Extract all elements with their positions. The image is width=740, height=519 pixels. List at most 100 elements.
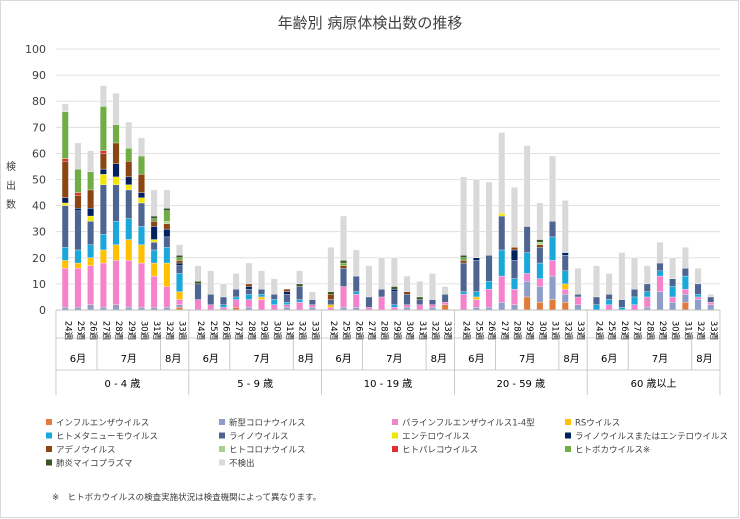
bar-segment [100,184,107,235]
week-label: 31週 [284,321,294,341]
bar-segment [561,255,569,272]
legend-swatch [392,419,398,425]
week-label: 25週 [208,321,218,341]
bar-segment [283,294,291,303]
bar-segment [561,294,569,303]
bar-segment [669,302,677,311]
bar-segment [378,257,386,290]
week-label: 25週 [606,321,616,341]
bar-segment [61,268,69,308]
bar-segment [682,294,689,303]
age-group-label: 0 - 4 歳 [104,378,140,390]
bar-segment [682,275,689,290]
week-label: 32週 [695,321,705,341]
bar-segment [112,304,120,311]
y-tick-label: 30 [32,226,46,239]
week-label: 32週 [164,321,174,341]
week-label: 28週 [511,321,521,341]
bar-segment [194,283,202,300]
bar-segment [390,291,398,305]
week-label: 28週 [113,321,123,341]
bar-segment [523,281,531,298]
bar-segment [536,278,544,287]
week-label: 27週 [100,321,110,341]
bar-segment [125,189,133,219]
bar-segment [74,249,82,264]
month-label: 6月 [468,353,484,365]
bar-segment [258,294,265,298]
bar-segment [296,283,304,287]
legend-label: パラインフルエンザウイルス1-4型 [402,419,535,429]
bar-segment [283,302,291,305]
y-tick-label: 70 [32,121,46,134]
legend-swatch [46,419,52,425]
bar-segment [682,302,689,311]
age-group-label: 5 - 9 歳 [237,378,273,390]
bar-segment [511,278,518,290]
chart-title: 年齢別 病原体検出数の推移 [278,14,463,32]
bar-segment [270,294,278,300]
bar-segment [574,294,582,298]
bar-segment [138,174,145,193]
bar-segment [403,275,411,292]
week-label: 31週 [151,321,161,341]
bar-segment [308,304,316,308]
y-tick-label: 60 [32,147,46,160]
bar-segment [631,304,638,311]
bar-segment [511,260,518,279]
bar-segment [416,299,424,305]
bar-segment [112,93,120,125]
bar-segment [340,215,347,261]
bar-segment [416,281,424,298]
bar-segment [125,239,133,261]
bar-segment [245,294,253,300]
week-label: 33週 [575,321,585,341]
bar-segment [112,142,120,164]
bar-segment [593,296,600,305]
bar-segment [536,286,544,303]
y-axis: 0 10 20 30 40 50 60 70 80 90 100 検出数 [6,43,46,317]
bar-segment [593,304,600,311]
week-label: 32週 [297,321,307,341]
bar-segment [163,210,171,222]
bar-segment [125,218,133,240]
week-label: 29週 [524,321,534,341]
bar-segment [74,195,82,209]
bar-segment [150,241,158,251]
bar-segment [245,283,253,287]
bar-segment [429,299,436,305]
bar-segment [472,296,480,300]
month-label: 7月 [519,353,535,365]
bar-segment [74,262,82,269]
bar-segment [232,296,240,300]
legend-label: ヒトコロナウイルス [229,446,306,456]
bar-segment [87,221,94,245]
bar-segment [441,302,449,305]
week-label: 33週 [708,321,718,341]
footnote: ※ ヒトボカウイルスの検査実施状況は検査機関によって異なります。 [52,492,321,503]
bar-segment [498,302,506,311]
bar-segment [460,291,468,295]
bar-segment [176,244,183,256]
bar-segment [429,304,436,308]
month-label: 7月 [121,353,137,365]
bar-segment [194,265,202,282]
week-label: 24週 [593,321,603,341]
bar-segment [207,304,215,311]
bar-segment [176,291,183,300]
bar-segment [498,249,506,277]
bar-segment [605,299,613,305]
bar-segment [87,265,94,305]
bar-segment [112,163,120,178]
bar-segment [631,257,638,290]
week-label: 33週 [177,321,187,341]
bar-segment [283,288,291,292]
bar-segment [163,221,171,225]
bar-segment [74,210,82,251]
bar-segment [61,197,69,204]
bar-segment [138,197,145,204]
legend-swatch [392,446,398,452]
bar-segment [669,278,677,287]
bar-segment [61,205,69,248]
bar-segment [74,142,82,170]
